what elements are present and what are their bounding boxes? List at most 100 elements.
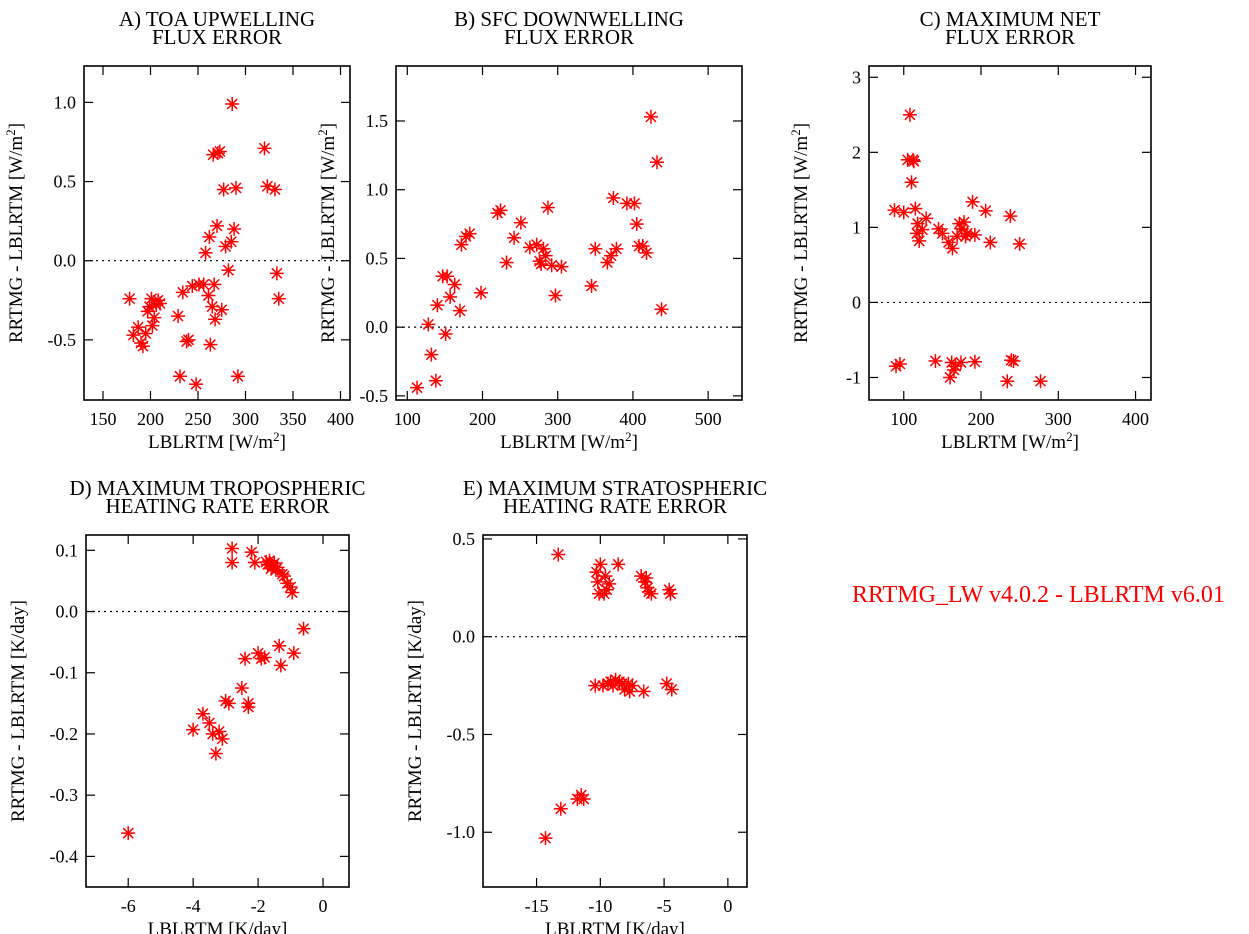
data-point-marker xyxy=(609,241,624,256)
data-point-marker xyxy=(257,141,272,156)
data-point-marker xyxy=(654,302,669,317)
y-tick-label: 0.0 xyxy=(56,602,79,622)
data-point-marker xyxy=(214,302,229,317)
data-point-marker xyxy=(438,327,453,342)
data-point-marker xyxy=(553,801,568,816)
data-point-marker xyxy=(224,234,239,249)
plot-frame xyxy=(85,534,350,888)
data-point-marker xyxy=(229,180,243,195)
panel-c-title-line-1: C) MAXIMUM NET xyxy=(920,7,1101,31)
model-comparison-annotation: RRTMG_LW v4.0.2 - LBLRTM v6.01 xyxy=(852,582,1225,608)
x-tick-label: 200 xyxy=(137,409,164,429)
data-point-marker xyxy=(957,215,972,230)
x-tick-label: 300 xyxy=(544,409,571,429)
data-point-marker xyxy=(625,678,640,693)
data-point-marker xyxy=(198,245,213,260)
data-point-marker xyxy=(935,226,950,241)
y-tick-label: -1 xyxy=(846,367,861,387)
panel-e-title-line-2: HEATING RATE ERROR xyxy=(503,494,727,518)
data-point-marker xyxy=(172,369,187,384)
data-point-marker xyxy=(210,218,224,233)
data-point-marker xyxy=(443,289,458,304)
x-axis-label: LBLRTM [W/m2] xyxy=(148,429,286,454)
x-tick-label: 0 xyxy=(723,896,732,916)
data-point-marker xyxy=(208,312,223,327)
data-point-marker xyxy=(544,258,559,273)
data-point-marker xyxy=(267,182,282,197)
data-point-marker xyxy=(574,788,589,803)
data-point-marker xyxy=(1006,353,1021,368)
panel-d-title-line-2: HEATING RATE ERROR xyxy=(106,494,330,518)
data-point-marker xyxy=(202,715,217,730)
y-axis-label: RRTMG - LBLRTM [K/day] xyxy=(405,600,426,822)
data-point-marker xyxy=(201,288,216,303)
x-tick-label: 200 xyxy=(469,409,496,429)
data-point-marker xyxy=(576,792,591,806)
data-point-marker xyxy=(493,203,508,218)
data-point-marker xyxy=(887,203,902,218)
data-point-marker xyxy=(595,678,610,693)
x-axis-label: LBLRTM [K/day] xyxy=(148,919,288,934)
x-tick-label: -6 xyxy=(121,896,136,916)
data-point-marker xyxy=(428,373,443,388)
data-point-marker xyxy=(135,339,150,354)
data-point-marker xyxy=(629,217,644,232)
data-point-marker xyxy=(221,696,236,711)
data-point-marker xyxy=(1003,209,1018,224)
data-point-marker xyxy=(131,320,146,335)
y-tick-label: -1.0 xyxy=(447,822,476,842)
x-tick-label: 0 xyxy=(319,896,328,916)
data-point-marker xyxy=(513,215,528,230)
x-tick-label: 350 xyxy=(280,409,307,429)
data-point-marker xyxy=(611,557,626,572)
data-point-marker xyxy=(227,222,242,237)
data-point-marker xyxy=(454,237,469,252)
y-tick-label: 0.0 xyxy=(453,627,476,647)
data-point-marker xyxy=(271,291,286,306)
data-point-marker xyxy=(548,288,563,303)
data-point-marker xyxy=(967,354,982,369)
data-point-marker xyxy=(554,259,569,274)
data-point-marker xyxy=(269,266,284,281)
data-point-marker xyxy=(965,194,980,209)
data-point-marker xyxy=(286,646,301,661)
data-point-marker xyxy=(296,621,311,636)
data-point-marker xyxy=(138,326,153,341)
data-point-marker xyxy=(639,571,654,586)
y-tick-label: 1.5 xyxy=(366,111,389,131)
data-point-marker xyxy=(203,337,218,352)
panel-a-title-line-1: A) TOA UPWELLING xyxy=(119,7,315,31)
panel-d-title-line-1: D) MAXIMUM TROPOSPHERIC xyxy=(70,476,366,500)
data-point-marker xyxy=(421,317,436,332)
plot-frame xyxy=(395,65,743,401)
plot-frame xyxy=(868,65,1152,401)
data-point-marker xyxy=(424,347,439,362)
data-point-marker xyxy=(225,555,240,570)
data-point-marker xyxy=(202,229,217,244)
y-tick-label: 0.0 xyxy=(54,251,77,271)
x-axis-label: LBLRTM [W/m2] xyxy=(941,429,1079,454)
y-tick-label: 0.5 xyxy=(54,172,77,192)
data-point-marker xyxy=(273,658,288,673)
data-point-marker xyxy=(1012,236,1027,251)
y-tick-label: 0.5 xyxy=(366,248,389,268)
x-tick-label: -10 xyxy=(588,896,612,916)
x-tick-label: 100 xyxy=(890,409,917,429)
data-point-marker xyxy=(622,684,637,699)
data-point-marker xyxy=(462,226,477,241)
x-tick-label: -5 xyxy=(657,896,672,916)
y-axis-label: RRTMG - LBLRTM [W/m2] xyxy=(3,123,28,343)
data-point-marker xyxy=(915,222,930,237)
data-point-marker xyxy=(452,303,467,318)
y-tick-label: -0.5 xyxy=(447,724,476,744)
data-point-marker xyxy=(272,638,287,653)
data-point-marker xyxy=(216,182,231,197)
y-tick-label: -0.1 xyxy=(50,663,79,683)
data-point-marker xyxy=(207,277,222,292)
data-point-marker xyxy=(912,233,927,248)
data-point-marker xyxy=(664,682,679,697)
data-point-marker xyxy=(212,144,227,159)
